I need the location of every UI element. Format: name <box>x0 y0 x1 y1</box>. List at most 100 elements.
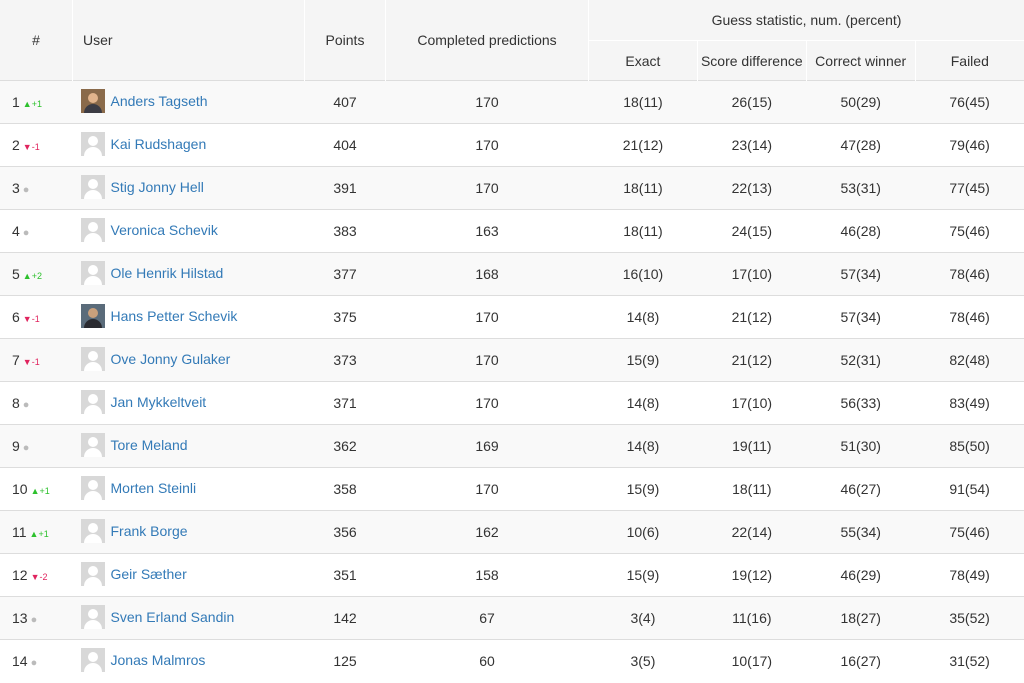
completed-cell: 170 <box>386 296 589 339</box>
rank-unchanged-dot-icon: ● <box>23 442 30 454</box>
user-link[interactable]: Tore Meland <box>81 433 188 457</box>
failed-cell: 82(48) <box>915 339 1024 382</box>
rank-up-indicator: ▲+1 <box>31 486 50 496</box>
rank-cell: 13● <box>0 597 73 640</box>
user-cell: Jan Mykkeltveit <box>73 382 305 425</box>
correct-winner-cell: 55(34) <box>806 511 915 554</box>
rank-number: 6 <box>12 309 20 325</box>
user-link[interactable]: Veronica Schevik <box>81 218 218 242</box>
points-cell: 391 <box>305 167 386 210</box>
user-header: User <box>73 0 305 81</box>
failed-cell: 75(46) <box>915 511 1024 554</box>
rank-cell: 8● <box>0 382 73 425</box>
rank-change: -1 <box>32 314 40 324</box>
rank-change: +1 <box>32 99 42 109</box>
user-name: Hans Petter Schevik <box>111 308 238 324</box>
avatar <box>81 648 105 672</box>
score-difference-cell: 21(12) <box>697 339 806 382</box>
rank-unchanged-dot-icon: ● <box>23 227 30 239</box>
completed-cell: 170 <box>386 382 589 425</box>
points-cell: 375 <box>305 296 386 339</box>
triangle-down-icon: ▼ <box>23 314 32 324</box>
user-name: Morten Steinli <box>111 480 197 496</box>
score-difference-cell: 19(11) <box>697 425 806 468</box>
user-cell: Tore Meland <box>73 425 305 468</box>
exact-cell: 3(5) <box>589 640 698 683</box>
user-name: Veronica Schevik <box>111 222 218 238</box>
correct-winner-cell: 57(34) <box>806 253 915 296</box>
avatar <box>81 304 105 328</box>
points-cell: 125 <box>305 640 386 683</box>
score-difference-cell: 22(13) <box>697 167 806 210</box>
failed-cell: 91(54) <box>915 468 1024 511</box>
rank-number: 14 <box>12 653 28 669</box>
failed-cell: 35(52) <box>915 597 1024 640</box>
user-cell: Stig Jonny Hell <box>73 167 305 210</box>
user-link[interactable]: Jan Mykkeltveit <box>81 390 207 414</box>
rank-cell: 3● <box>0 167 73 210</box>
user-name: Ove Jonny Gulaker <box>111 351 231 367</box>
avatar <box>81 433 105 457</box>
score-difference-cell: 24(15) <box>697 210 806 253</box>
triangle-down-icon: ▼ <box>31 572 40 582</box>
score-difference-cell: 17(10) <box>697 253 806 296</box>
user-link[interactable]: Frank Borge <box>81 519 188 543</box>
score-difference-cell: 21(12) <box>697 296 806 339</box>
user-link[interactable]: Ove Jonny Gulaker <box>81 347 231 371</box>
avatar <box>81 218 105 242</box>
user-link[interactable]: Sven Erland Sandin <box>81 605 235 629</box>
guess-statistic-header: Guess statistic, num. (percent) <box>589 0 1024 41</box>
user-name: Jan Mykkeltveit <box>111 394 207 410</box>
completed-cell: 168 <box>386 253 589 296</box>
triangle-down-icon: ▼ <box>23 142 32 152</box>
user-link[interactable]: Jonas Malmros <box>81 648 206 672</box>
user-link[interactable]: Morten Steinli <box>81 476 197 500</box>
rank-change: +1 <box>38 529 48 539</box>
points-cell: 373 <box>305 339 386 382</box>
rank-up-indicator: ▲+1 <box>30 529 49 539</box>
rank-change: +2 <box>32 271 42 281</box>
rank-number: 2 <box>12 137 20 153</box>
correct-winner-cell: 50(29) <box>806 81 915 124</box>
failed-cell: 79(46) <box>915 124 1024 167</box>
points-cell: 404 <box>305 124 386 167</box>
user-cell: Kai Rudshagen <box>73 124 305 167</box>
rank-number: 8 <box>12 395 20 411</box>
points-cell: 356 <box>305 511 386 554</box>
exact-header: Exact <box>589 41 698 81</box>
user-link[interactable]: Anders Tagseth <box>81 89 208 113</box>
user-link[interactable]: Stig Jonny Hell <box>81 175 204 199</box>
rank-up-indicator: ▲+1 <box>23 99 42 109</box>
user-link[interactable]: Hans Petter Schevik <box>81 304 238 328</box>
completed-cell: 67 <box>386 597 589 640</box>
rank-number: 5 <box>12 266 20 282</box>
user-link[interactable]: Kai Rudshagen <box>81 132 207 156</box>
rank-cell: 10▲+1 <box>0 468 73 511</box>
completed-cell: 60 <box>386 640 589 683</box>
user-link[interactable]: Ole Henrik Hilstad <box>81 261 224 285</box>
score-difference-cell: 19(12) <box>697 554 806 597</box>
user-link[interactable]: Geir Sæther <box>81 562 187 586</box>
correct-winner-cell: 53(31) <box>806 167 915 210</box>
exact-cell: 18(11) <box>589 210 698 253</box>
avatar <box>81 390 105 414</box>
rank-cell: 14● <box>0 640 73 683</box>
correct-winner-header: Correct winner <box>806 41 915 81</box>
user-cell: Sven Erland Sandin <box>73 597 305 640</box>
completed-cell: 158 <box>386 554 589 597</box>
failed-header: Failed <box>915 41 1024 81</box>
avatar <box>81 261 105 285</box>
rank-cell: 9● <box>0 425 73 468</box>
avatar <box>81 605 105 629</box>
exact-cell: 14(8) <box>589 425 698 468</box>
rank-cell: 1▲+1 <box>0 81 73 124</box>
user-name: Ole Henrik Hilstad <box>111 265 224 281</box>
rank-number: 1 <box>12 94 20 110</box>
